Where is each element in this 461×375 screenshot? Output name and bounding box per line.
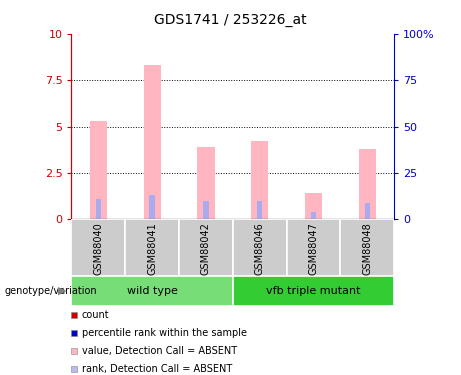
Bar bbox=[149, 195, 155, 219]
Text: genotype/variation: genotype/variation bbox=[5, 286, 97, 296]
Bar bbox=[257, 201, 262, 219]
Bar bbox=[143, 65, 161, 219]
Bar bbox=[179, 219, 233, 276]
Bar bbox=[71, 276, 233, 306]
Bar bbox=[197, 147, 214, 219]
Bar bbox=[311, 212, 316, 219]
Bar bbox=[365, 202, 370, 219]
Text: ▶: ▶ bbox=[58, 286, 66, 296]
Text: percentile rank within the sample: percentile rank within the sample bbox=[82, 328, 247, 338]
Text: GSM88047: GSM88047 bbox=[308, 222, 319, 275]
Bar bbox=[71, 219, 125, 276]
Text: vfb triple mutant: vfb triple mutant bbox=[266, 286, 361, 296]
Text: GSM88048: GSM88048 bbox=[362, 222, 372, 275]
Bar bbox=[233, 276, 394, 306]
Text: GSM88046: GSM88046 bbox=[254, 222, 265, 275]
Text: count: count bbox=[82, 310, 110, 320]
Text: GDS1741 / 253226_at: GDS1741 / 253226_at bbox=[154, 13, 307, 27]
Bar bbox=[125, 219, 179, 276]
Bar bbox=[96, 199, 101, 219]
Bar bbox=[90, 121, 107, 219]
Bar bbox=[233, 219, 287, 276]
Bar bbox=[251, 141, 268, 219]
Text: rank, Detection Call = ABSENT: rank, Detection Call = ABSENT bbox=[82, 364, 232, 374]
Text: GSM88041: GSM88041 bbox=[147, 222, 157, 275]
Bar bbox=[203, 201, 208, 219]
Bar bbox=[305, 194, 322, 219]
Bar bbox=[359, 149, 376, 219]
Text: value, Detection Call = ABSENT: value, Detection Call = ABSENT bbox=[82, 346, 237, 356]
Text: GSM88040: GSM88040 bbox=[93, 222, 103, 275]
Bar bbox=[287, 219, 340, 276]
Text: GSM88042: GSM88042 bbox=[201, 222, 211, 275]
Text: wild type: wild type bbox=[127, 286, 177, 296]
Bar bbox=[340, 219, 394, 276]
